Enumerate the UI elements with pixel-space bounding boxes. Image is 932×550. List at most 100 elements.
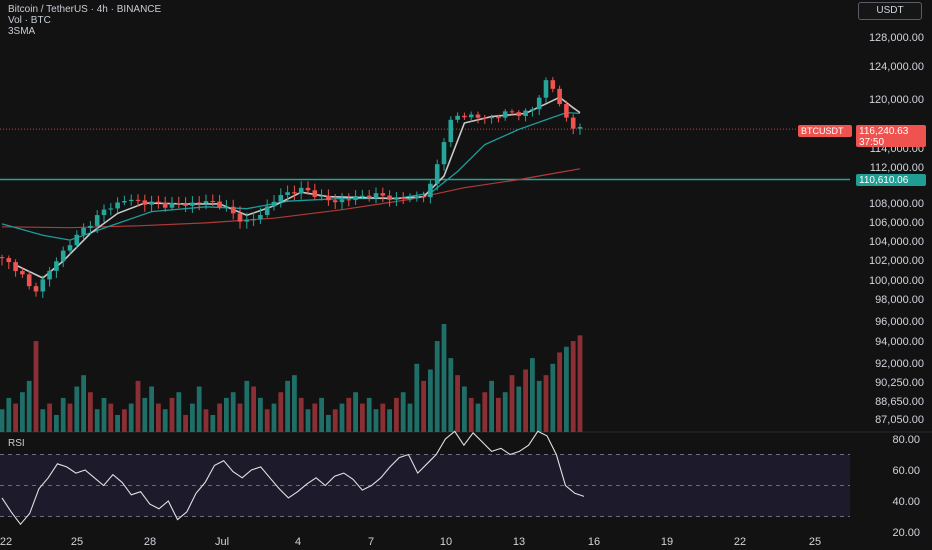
candle-body [339, 199, 345, 203]
candle-body [448, 119, 454, 143]
price-tick-label: 106,000.00 [869, 217, 924, 229]
volume-bar [421, 380, 426, 432]
candle-body [162, 202, 168, 208]
candle-body [237, 213, 243, 222]
volume-bar [428, 369, 433, 432]
candle-body [482, 117, 488, 119]
price-tick-label: 102,000.00 [869, 255, 924, 267]
volume-bar [54, 414, 59, 432]
volume-bar [67, 403, 73, 432]
volume-bar [285, 380, 290, 432]
price-tick-label: 98,000.00 [875, 294, 924, 306]
candle-body [156, 201, 161, 203]
candle-body [60, 250, 66, 262]
volume-bar [570, 341, 576, 432]
volume-bar [326, 414, 331, 432]
volume-bar [305, 409, 311, 432]
volume-bar [142, 397, 148, 432]
candle-body [251, 219, 256, 221]
last-price-value: 116,240.63 [859, 126, 909, 137]
candle-body [434, 164, 440, 184]
candle-body [6, 258, 12, 263]
volume-bar [523, 369, 528, 432]
volume-bar [122, 409, 127, 432]
candle-body [536, 97, 542, 110]
candle-body [285, 192, 290, 196]
candle-body [128, 199, 134, 202]
bar-countdown: 37:50 [859, 137, 885, 148]
volume-bar [312, 403, 318, 432]
volume-bar [414, 363, 420, 432]
volume-bar [40, 409, 46, 432]
time-tick-label: 22 [734, 536, 746, 548]
time-tick-label: 7 [368, 536, 374, 548]
candle-body [33, 286, 39, 292]
time-tick-label: 16 [588, 536, 600, 548]
volume-bar [162, 409, 168, 432]
candle-body [13, 262, 18, 272]
time-tick-label: 25 [71, 536, 83, 548]
sma-legend[interactable]: 3SMA [8, 26, 36, 37]
candle-body [67, 245, 73, 251]
volume-bar [292, 375, 297, 432]
candle-body [326, 195, 331, 201]
volume-legend[interactable]: Vol · BTC [8, 15, 51, 26]
candle-body [564, 104, 569, 118]
volume-bar [489, 380, 494, 432]
candle-body [54, 261, 59, 271]
time-tick-label: 4 [295, 536, 301, 548]
volume-bar [564, 346, 569, 432]
candle-body [387, 195, 392, 200]
price-tick-label: 112,000.00 [870, 162, 924, 174]
time-tick-label: 19 [661, 536, 673, 548]
volume-bar [128, 403, 134, 432]
volume-bar [169, 397, 175, 432]
symbol-badge: BTCUSDT [798, 125, 852, 137]
volume-bar [94, 409, 100, 432]
candle-body [468, 114, 474, 118]
rsi-label[interactable]: RSI [8, 438, 25, 449]
candle-body [394, 197, 399, 200]
volume-bar [115, 414, 120, 432]
volume-bar [264, 409, 270, 432]
volume-bar [108, 403, 114, 432]
price-tick-label: 94,000.00 [875, 336, 924, 348]
candle-body [196, 202, 202, 204]
horizontal-level-line[interactable] [0, 128, 850, 181]
volume-bar [156, 403, 161, 432]
candle-body [40, 279, 46, 292]
candle-body [489, 117, 494, 119]
volume-bar [196, 386, 202, 432]
currency-button[interactable]: USDT [858, 2, 922, 20]
volume-bar [394, 397, 399, 432]
volume-bar [455, 375, 460, 432]
time-axis[interactable]: 22 25 28 Jul 4 7 10 13 16 19 22 25 [0, 536, 821, 548]
rsi-axis: 80.00 60.00 40.00 20.00 [892, 434, 920, 539]
candle-body [230, 206, 236, 214]
volume-bar [339, 403, 345, 432]
volume-bar [278, 392, 284, 432]
candle-body [298, 187, 304, 194]
candle-body [312, 190, 318, 197]
candle-body [224, 206, 229, 208]
volume-bar [496, 397, 501, 432]
candle-body [455, 115, 460, 120]
volume-bar [244, 380, 250, 432]
volume-bar [530, 358, 535, 432]
symbol-title[interactable]: Bitcoin / TetherUS · 4h · BINANCE [8, 4, 162, 15]
volume-bar [380, 403, 386, 432]
candle-body [183, 203, 188, 206]
volume-bar [448, 358, 454, 432]
volume-bar [81, 375, 86, 432]
volume-bar [13, 403, 18, 432]
volume-bar [183, 414, 188, 432]
candle-body [217, 201, 222, 208]
candle-body [190, 202, 195, 206]
volume-bar [6, 397, 12, 432]
candle-body [74, 234, 80, 246]
candle-body [26, 274, 32, 287]
volume-bar [536, 380, 542, 432]
time-tick-label: 22 [0, 536, 12, 548]
rsi-tick-label: 20.00 [892, 527, 920, 539]
